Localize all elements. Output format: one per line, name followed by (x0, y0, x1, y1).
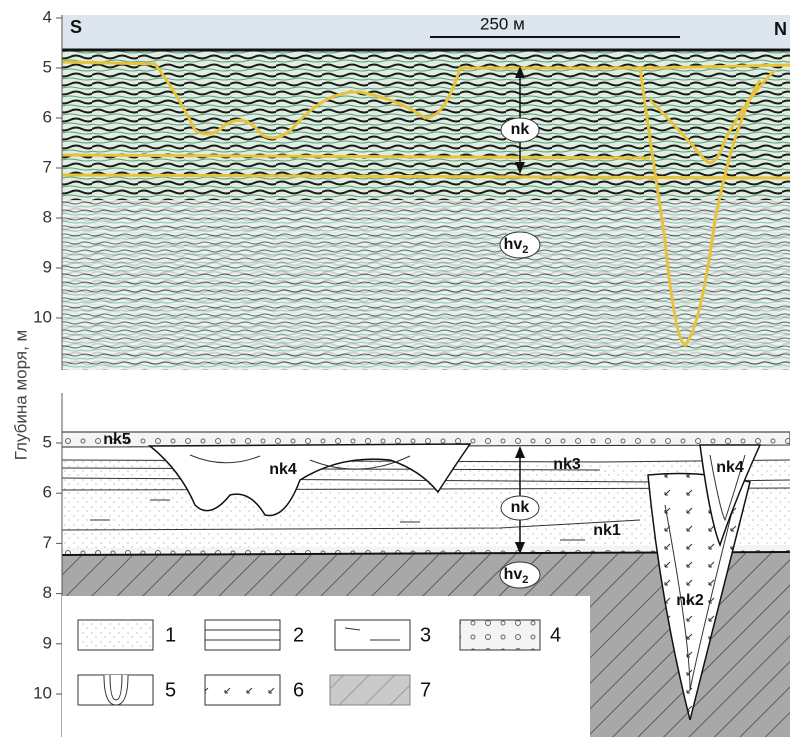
depth-tick-label: 5 (43, 432, 52, 451)
depth-axis: 4 5 6 7 8 9 10 (33, 7, 62, 326)
depth-tick-label: 8 (43, 583, 52, 602)
unit-label: nk3 (553, 456, 581, 473)
unit-text: hv (504, 236, 523, 253)
seismic-panel: 250 м S N nk hv2 4 5 6 7 8 9 10 (33, 7, 790, 370)
unit-text: hv (504, 566, 523, 583)
axis-label: Глубина моря, м (11, 330, 30, 460)
unit-label: nk4 (716, 459, 744, 476)
legend-label: 5 (165, 679, 176, 701)
unit-label: nk (511, 499, 530, 516)
compass-right: N (774, 19, 787, 39)
unit-label: nk4 (269, 461, 297, 478)
depth-tick-label: 6 (43, 483, 52, 502)
unit-subscript: 2 (522, 574, 528, 586)
depth-tick-label: 10 (33, 307, 52, 326)
figure: 250 м S N nk hv2 45678910 Глубина моря, … (0, 0, 790, 737)
depth-tick-label: 4 (43, 7, 52, 26)
unit-label: nk1 (593, 522, 621, 539)
unit-label: nk2 (676, 592, 704, 609)
seismic-lower (62, 200, 790, 370)
depth-tick-label: 7 (43, 157, 52, 176)
legend-label: 7 (420, 679, 431, 701)
legend-label: 2 (293, 624, 304, 646)
unit-subscript: 2 (522, 244, 528, 256)
depth-tick-label: 9 (43, 633, 52, 652)
legend-label: 3 (420, 624, 431, 646)
legend-label: 6 (293, 679, 304, 701)
unit-label: nk (511, 121, 530, 138)
scale-bar-label: 250 м (480, 14, 525, 33)
depth-tick-label: 10 (33, 683, 52, 702)
legend-label: 1 (165, 624, 176, 646)
depth-tick-label: 6 (43, 107, 52, 126)
depth-axis: 5 6 7 8 9 10 (33, 432, 62, 702)
legend: 1 2 3 4 5 6 7 (62, 596, 590, 737)
legend-label: 4 (550, 624, 561, 646)
depth-tick-label: 9 (43, 257, 52, 276)
depth-tick-label: 7 (43, 533, 52, 552)
depth-tick-label: 8 (43, 207, 52, 226)
water-column (62, 15, 790, 50)
unit-label: nk5 (103, 431, 131, 448)
depth-tick-label: 5 (43, 57, 52, 76)
compass-left: S (70, 17, 82, 37)
